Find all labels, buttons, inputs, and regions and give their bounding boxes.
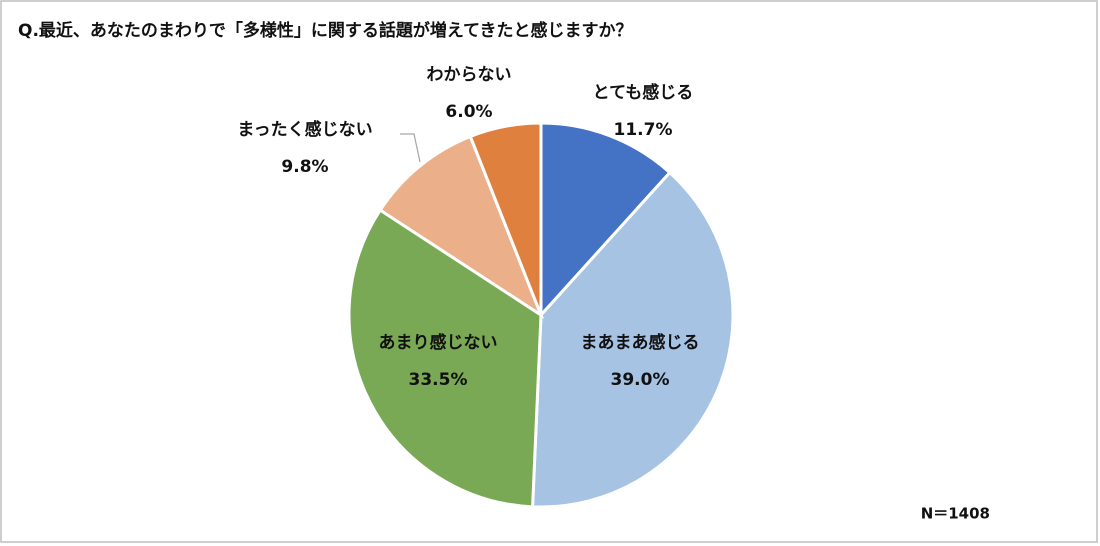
value-label: 6.0% (445, 102, 492, 122)
sample-size-note: N＝1408 (921, 505, 990, 523)
slice-label: あまり感じない (379, 332, 498, 353)
chart-title: Q.最近、あなたのまわりで「多様性」に関する話題が増えてきたと感じますか？ (18, 20, 633, 41)
slice-label: まったく感じない (237, 119, 372, 140)
value-label: 39.0% (611, 370, 670, 390)
slice-label: まあまあ感じる (581, 332, 700, 353)
pie-slice (378, 134, 545, 319)
pie-slice (539, 121, 672, 319)
value-label: 9.8% (281, 157, 328, 177)
value-label: 33.5% (409, 370, 468, 390)
leader-line (400, 133, 421, 163)
value-label: 11.7% (614, 120, 673, 140)
pie-slice (530, 170, 735, 509)
slice-label: とても感じる (593, 82, 694, 103)
pie-slice (468, 121, 543, 316)
slice-label: わからない (427, 65, 512, 85)
